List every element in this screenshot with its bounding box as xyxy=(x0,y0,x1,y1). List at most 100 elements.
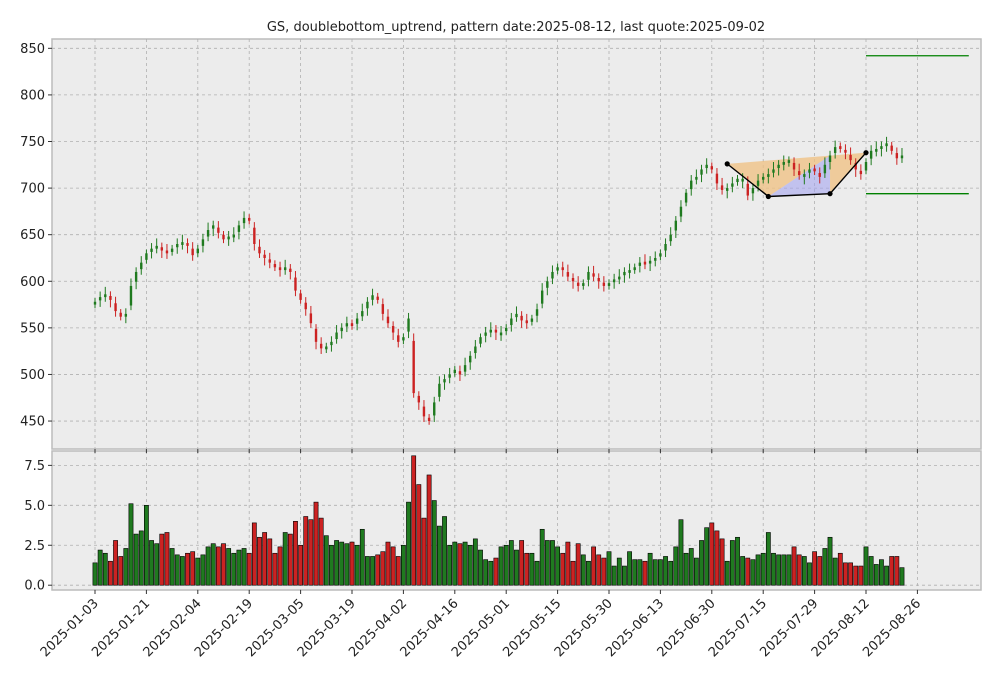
candle-body xyxy=(397,335,400,342)
volume-bar xyxy=(647,552,653,586)
candle-body xyxy=(458,371,462,375)
volume-bar xyxy=(159,533,165,586)
candle-body xyxy=(803,174,806,177)
candle-body xyxy=(849,154,852,161)
candle-body xyxy=(145,253,148,260)
candle-body xyxy=(304,302,307,310)
candle-body xyxy=(746,183,749,196)
candle-body xyxy=(217,227,220,233)
volume-bar xyxy=(246,552,252,586)
candle-body xyxy=(340,327,343,332)
volume-bar xyxy=(693,557,699,586)
pattern-point xyxy=(724,161,730,167)
volume-bar xyxy=(791,546,797,586)
candle-body xyxy=(731,183,734,187)
volume-bar xyxy=(544,540,550,586)
price-y-axis: 450 500 550 600 650 700 750 800 850 xyxy=(20,42,52,430)
volume-bar xyxy=(539,528,545,586)
volume-bar xyxy=(365,556,370,586)
pattern-point xyxy=(863,150,869,156)
volume-bar xyxy=(467,544,473,586)
candle-body xyxy=(299,293,302,300)
volume-bar xyxy=(395,556,401,586)
candle-body xyxy=(98,297,102,301)
candle-body xyxy=(530,318,534,322)
price-tick-label: 500 xyxy=(20,368,45,383)
volume-bar xyxy=(832,557,838,586)
volume-bar xyxy=(251,522,257,586)
volume-bar xyxy=(128,503,134,586)
candle-body xyxy=(546,281,549,288)
candle-body xyxy=(330,341,333,346)
volume-bar xyxy=(668,560,674,586)
volume-bar xyxy=(344,543,350,586)
volume-bar xyxy=(205,546,211,586)
volume-bar xyxy=(889,556,895,586)
candle-body xyxy=(355,318,359,324)
volume-bar xyxy=(426,474,432,586)
candle-body xyxy=(170,248,174,252)
volume-bar xyxy=(478,549,483,586)
volume-bar xyxy=(118,556,124,586)
candle-body xyxy=(900,155,904,159)
volume-bar xyxy=(442,516,447,586)
candle-body xyxy=(756,180,760,186)
volume-bar xyxy=(447,544,453,586)
candle-body xyxy=(633,267,636,271)
volume-tick-label: 2.5 xyxy=(24,539,45,554)
volume-bar xyxy=(190,551,196,586)
volume-bar xyxy=(293,520,298,586)
pattern-lines xyxy=(724,150,869,200)
volume-bar xyxy=(493,557,499,586)
volume-bar xyxy=(514,549,519,586)
candle-body xyxy=(109,295,112,300)
candle-body xyxy=(674,220,678,231)
volume-bar xyxy=(709,522,715,586)
volume-bar xyxy=(616,557,622,586)
volume-bar xyxy=(765,532,771,586)
candle-body xyxy=(715,173,719,184)
candle-body xyxy=(869,150,873,159)
volume-bar xyxy=(179,556,185,586)
candle-body xyxy=(237,225,241,232)
volume-tick-label: 5.0 xyxy=(24,499,45,514)
candle-body xyxy=(427,417,431,422)
volume-bar xyxy=(801,556,807,586)
candle-body xyxy=(561,267,564,271)
volume-bar xyxy=(729,540,735,586)
candle-body xyxy=(602,282,606,286)
candle-body xyxy=(695,176,698,180)
volume-y-axis: 0.0 2.5 5.0 7.5 xyxy=(24,459,52,594)
volume-bar xyxy=(627,551,632,586)
volume-bar xyxy=(277,546,283,586)
candle-body xyxy=(762,176,765,180)
candle-body xyxy=(386,316,390,324)
volume-bar xyxy=(657,559,663,586)
volume-bar xyxy=(601,557,607,586)
volume-bar xyxy=(534,560,540,586)
volume-bar xyxy=(308,519,314,586)
volume-bar xyxy=(149,540,154,586)
candle-body xyxy=(227,236,230,240)
candle-body xyxy=(361,311,364,317)
candle-body xyxy=(828,155,832,162)
volume-bar xyxy=(786,554,792,586)
volume-bar xyxy=(226,548,232,586)
volume-bar xyxy=(200,554,206,586)
candle-body xyxy=(515,313,518,318)
candle-body xyxy=(844,149,847,153)
volume-bar xyxy=(359,528,365,586)
candle-body xyxy=(248,217,251,221)
volume-bar xyxy=(879,559,884,586)
candle-body xyxy=(839,146,842,149)
level-lines xyxy=(866,55,969,195)
volume-bar xyxy=(303,516,309,586)
candle-body xyxy=(777,164,780,169)
volume-bar xyxy=(606,551,612,586)
candle-body xyxy=(222,234,225,240)
volume-bar xyxy=(287,533,293,586)
price-tick-label: 450 xyxy=(20,415,45,430)
volume-bar xyxy=(868,556,874,586)
volume-bar xyxy=(524,552,530,586)
volume-bar xyxy=(622,565,627,586)
